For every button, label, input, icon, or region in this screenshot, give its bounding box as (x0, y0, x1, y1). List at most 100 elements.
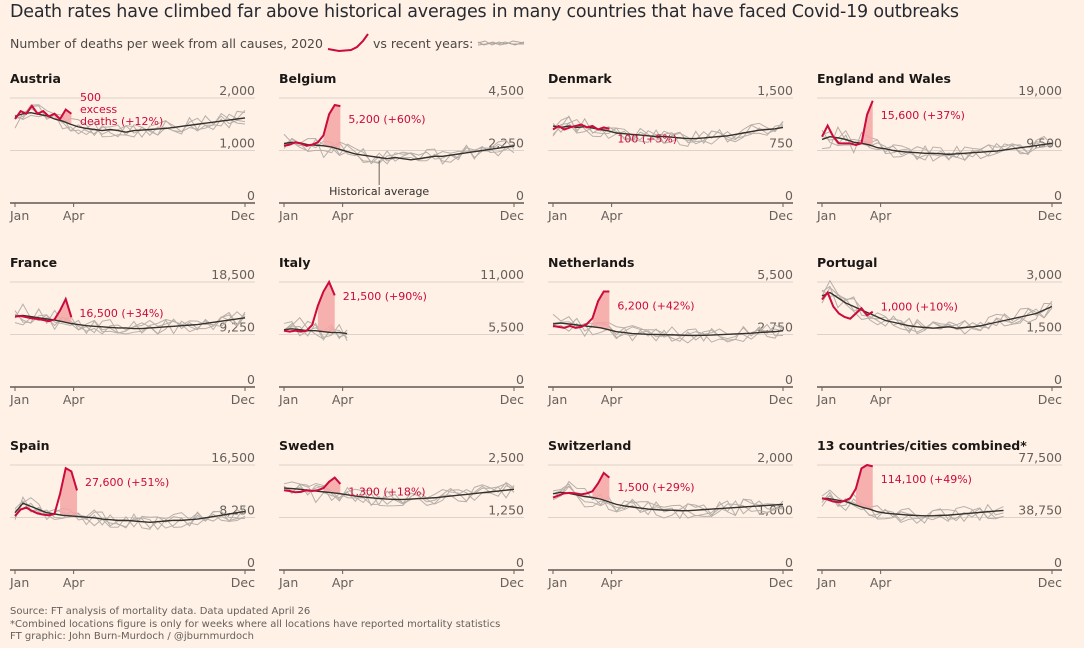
excess-deaths-area (592, 472, 610, 503)
y-tick-label: 4,500 (488, 83, 524, 98)
panel-title: Spain (10, 438, 50, 453)
y-tick-label: 9,250 (219, 320, 255, 335)
panel-austria: Austria 2,000 1,000 0 Jan Apr Dec 500excessdeat… (9, 71, 255, 223)
excess-annotation: 114,100 (+49%) (881, 473, 972, 486)
x-tick-label: Apr (63, 392, 85, 407)
y-tick-label: 0 (516, 372, 524, 387)
x-tick-label: Apr (601, 208, 623, 223)
y-tick-label: 77,500 (1018, 450, 1062, 465)
panel-title: Belgium (279, 71, 336, 86)
subtitle-year-label: 2020 (291, 35, 323, 51)
panel-belgium: Belgium 4,500 2,250 0 Jan Apr Dec 5,200 (+60%) H… (278, 71, 524, 223)
excess-annotation: 1,500 (+29%) (617, 481, 694, 494)
x-tick-label: Apr (332, 575, 354, 590)
y-tick-label: 0 (1054, 555, 1062, 570)
source-note: Source: FT analysis of mortality data. D… (10, 606, 311, 617)
y-tick-label: 1,000 (219, 136, 255, 151)
y-tick-label: 1,250 (488, 503, 524, 518)
excess-annotation: 1,300 (+18%) (348, 486, 425, 499)
x-tick-label: Apr (870, 208, 892, 223)
current-year-line (821, 100, 874, 147)
x-tick-label: Jan (816, 392, 836, 407)
x-tick-label: Jan (9, 392, 29, 407)
panel-title: Austria (10, 71, 61, 86)
current-year-line (283, 476, 342, 494)
recent-year-line (283, 316, 348, 340)
recent-year-line (821, 489, 1004, 524)
subtitle-suffix: vs recent years: (372, 35, 474, 51)
historical-average-line (552, 322, 784, 337)
chart-footer: Source: FT analysis of mortality data. D… (10, 606, 500, 644)
panel-title: Netherlands (548, 255, 634, 270)
excess-deaths-area (855, 465, 873, 511)
excess-deaths-area (323, 477, 341, 494)
current-year-line (14, 104, 72, 121)
y-tick-label: 19,000 (1018, 83, 1062, 98)
x-tick-label: Dec (500, 575, 524, 590)
y-tick-label: 2,000 (757, 450, 793, 465)
x-tick-label: Dec (1038, 392, 1062, 407)
current-year-line (821, 290, 874, 320)
recent-year-line (552, 483, 784, 518)
recent-year-line (552, 313, 784, 342)
excess-annotation: 5,200 (+60%) (348, 113, 425, 126)
excess-deaths-area (60, 468, 78, 517)
recent-year-line (552, 317, 784, 344)
recent-year-line (14, 303, 246, 335)
historical-average-line (821, 497, 1004, 517)
legend-current-year-swatch (327, 33, 369, 53)
x-tick-label: Jan (278, 208, 298, 223)
x-tick-label: Dec (769, 392, 793, 407)
panel-title: Sweden (279, 438, 334, 453)
y-tick-label: 5,500 (757, 267, 793, 282)
current-year-line (283, 279, 336, 333)
panel-france: France 18,500 9,250 0 Jan Apr Dec 16,500 (+34%) (9, 255, 255, 407)
y-tick-label: 0 (785, 372, 793, 387)
y-tick-label: 2,500 (488, 450, 524, 465)
x-tick-label: Jan (547, 208, 567, 223)
x-tick-label: Dec (231, 208, 255, 223)
y-tick-label: 3,000 (1026, 267, 1062, 282)
panel-title: Denmark (548, 71, 612, 86)
panel-title: Portugal (817, 255, 877, 270)
excess-annotation: 100 (+5%) (617, 133, 677, 146)
x-tick-label: Dec (500, 392, 524, 407)
y-tick-label: 750 (769, 136, 793, 151)
x-tick-label: Dec (500, 208, 524, 223)
recent-year-line (552, 485, 784, 520)
excess-annotation: 15,600 (+37%) (881, 109, 965, 122)
panel-italy: Italy 11,000 5,500 0 Jan Apr Dec 21,500 (+90%) (278, 255, 524, 407)
x-tick-label: Apr (870, 392, 892, 407)
current-year-line (552, 471, 611, 499)
panel-title: Italy (279, 255, 311, 270)
excess-deaths-area (592, 291, 610, 330)
historical-average-line (283, 141, 515, 161)
panel-portugal: Portugal 3,000 1,500 0 Jan Apr Dec 1,000 (+10%) (816, 255, 1062, 407)
excess-deaths-area (317, 282, 335, 333)
y-tick-label: 18,500 (211, 267, 255, 282)
chart-title: Death rates have climbed far above histo… (10, 2, 959, 22)
recent-year-line (283, 481, 515, 506)
x-tick-label: Jan (816, 208, 836, 223)
x-tick-label: Apr (63, 208, 85, 223)
recent-year-line (821, 495, 1004, 524)
x-tick-label: Dec (769, 208, 793, 223)
excess-annotation: excess (80, 103, 117, 116)
y-tick-label: 0 (785, 555, 793, 570)
x-tick-label: Dec (231, 392, 255, 407)
x-tick-label: Jan (547, 392, 567, 407)
excess-deaths-area (54, 109, 72, 125)
recent-year-line (552, 115, 784, 144)
historical-average-line (14, 502, 246, 523)
current-year-line (552, 290, 610, 329)
current-year-line (821, 463, 873, 504)
recent-year-line (821, 131, 1053, 161)
excess-annotation: 21,500 (+90%) (343, 290, 427, 303)
chart-subtitle: Number of deaths per week from all cause… (10, 33, 525, 53)
y-tick-label: 0 (1054, 188, 1062, 203)
y-tick-label: 0 (785, 188, 793, 203)
recent-year-line (821, 286, 1053, 332)
x-tick-label: Jan (816, 575, 836, 590)
